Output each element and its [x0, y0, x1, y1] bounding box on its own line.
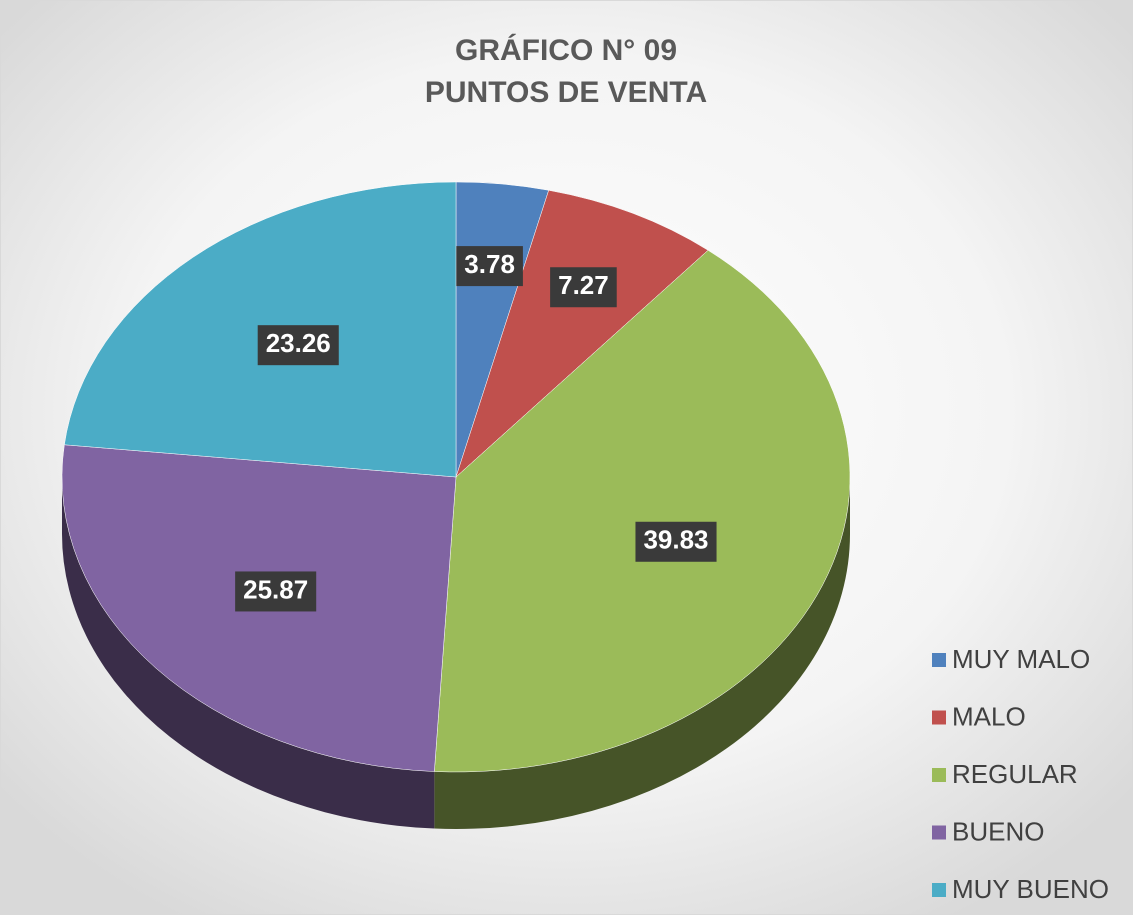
legend-label: BUENO	[952, 816, 1044, 846]
legend-swatch	[932, 710, 946, 725]
legend-swatch	[932, 883, 946, 897]
legend-label: MALO	[952, 701, 1026, 731]
data-label: 39.83	[635, 521, 717, 562]
data-label-text: 23.26	[266, 328, 331, 358]
chart-subtitle: PUNTOS DE VENTA	[425, 76, 707, 109]
legend-label: MUY MALO	[952, 644, 1090, 674]
legend-swatch	[932, 653, 946, 667]
data-label-box	[635, 521, 717, 562]
data-label-text: 3.78	[464, 249, 515, 279]
pie-side	[434, 477, 850, 829]
data-label-text: 39.83	[643, 525, 708, 555]
data-label: 3.78	[456, 246, 523, 287]
legend-label: REGULAR	[952, 759, 1078, 789]
data-label-box	[550, 267, 617, 308]
legend-swatch	[932, 825, 946, 840]
data-label: 25.87	[235, 571, 317, 612]
legend-swatch	[932, 768, 946, 782]
chart-title: GRÁFICO N° 09	[455, 33, 677, 67]
data-label: 7.27	[550, 267, 617, 308]
data-label-box	[235, 571, 317, 612]
data-label-text: 7.27	[558, 270, 609, 300]
pie-side	[62, 477, 435, 829]
data-label-box	[257, 325, 339, 366]
legend-label: MUY BUENO	[952, 874, 1109, 904]
data-label-box	[456, 246, 523, 287]
data-label-text: 25.87	[243, 574, 308, 604]
pie-slice	[455, 189, 709, 478]
data-label: 23.26	[257, 325, 339, 366]
pie-slice	[434, 249, 851, 773]
